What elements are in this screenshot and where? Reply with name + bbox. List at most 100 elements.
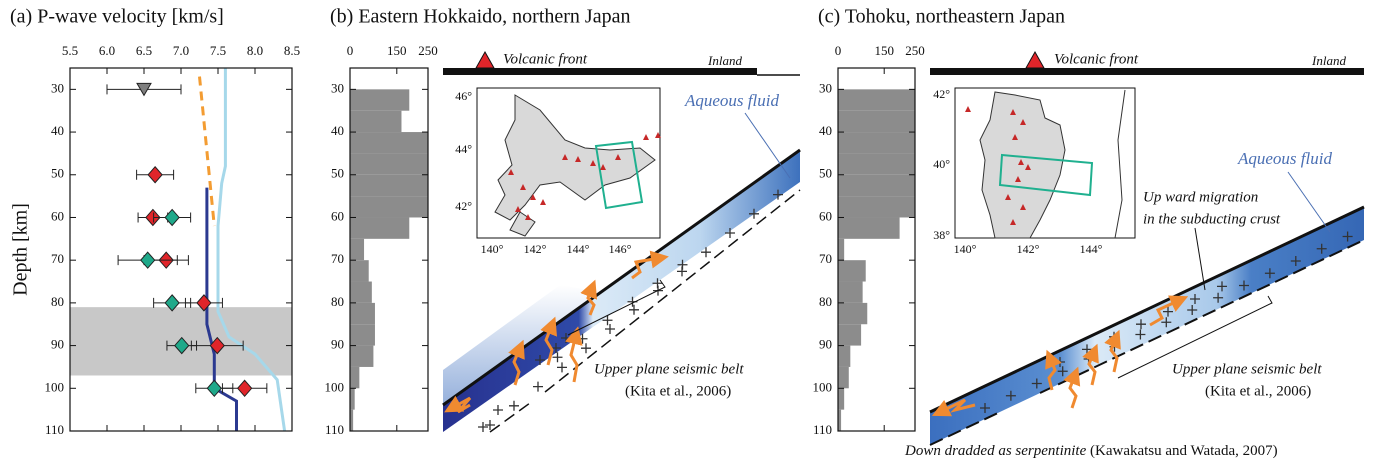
y-tick-label: 30 bbox=[51, 80, 64, 95]
y-tick-label: 80 bbox=[819, 294, 832, 309]
label: Volcanic front bbox=[1054, 51, 1139, 67]
chart: 015025030405060708090100110 bbox=[813, 43, 925, 437]
histogram-bar bbox=[350, 303, 375, 324]
pointer bbox=[1195, 228, 1205, 290]
y-tick-label: 70 bbox=[819, 251, 832, 266]
histogram-bar bbox=[350, 196, 428, 217]
histogram-bar bbox=[838, 175, 915, 196]
lon-label: 140° bbox=[954, 242, 977, 256]
histogram-bar bbox=[350, 388, 355, 409]
data-point bbox=[207, 380, 221, 396]
y-tick-label: 50 bbox=[331, 166, 344, 181]
panel-title: (b) Eastern Hokkaido, northern Japan bbox=[330, 6, 630, 28]
histogram-bar bbox=[838, 196, 915, 217]
y-tick-label: 60 bbox=[331, 208, 344, 223]
histogram-bar bbox=[350, 367, 359, 388]
y-tick-label: 100 bbox=[45, 379, 65, 394]
x-tick-label: 0 bbox=[347, 43, 354, 58]
lat-label: 46° bbox=[455, 89, 472, 103]
y-tick-label: 60 bbox=[51, 208, 64, 223]
y-tick-label: 70 bbox=[331, 251, 344, 266]
lon-label: 140° bbox=[481, 242, 504, 256]
y-axis-label: Depth [km] bbox=[10, 203, 32, 296]
lat-label: 44° bbox=[455, 142, 472, 156]
label: Upper plane seismic belt bbox=[594, 361, 744, 377]
label: Down dradded as serpentinite (Kawakatsu … bbox=[904, 443, 1278, 459]
label: Down dradded as serpentinite bbox=[904, 443, 1087, 459]
x-tick-label: 7.5 bbox=[210, 43, 226, 58]
x-tick-label: 150 bbox=[874, 43, 894, 58]
x-tick-label: 8.0 bbox=[247, 43, 263, 58]
y-tick-label: 70 bbox=[51, 251, 64, 266]
x-tick-label: 6.0 bbox=[99, 43, 115, 58]
histogram-bar bbox=[838, 303, 867, 324]
y-tick-label: 50 bbox=[51, 166, 64, 181]
label: Inland bbox=[707, 53, 742, 68]
x-tick-label: 8.5 bbox=[284, 43, 300, 58]
y-tick-label: 90 bbox=[51, 337, 64, 352]
label: Up ward migration bbox=[1143, 189, 1258, 205]
histogram-bar bbox=[838, 346, 850, 367]
y-tick-label: 80 bbox=[51, 294, 64, 309]
volcano bbox=[476, 52, 494, 68]
x-tick-label: 7.0 bbox=[173, 43, 189, 58]
x-tick-label: 250 bbox=[418, 43, 438, 58]
x-tick-label: 5.5 bbox=[62, 43, 78, 58]
lon-label: 144° bbox=[567, 242, 590, 256]
pointer bbox=[1288, 172, 1330, 232]
x-tick-label: 6.5 bbox=[136, 43, 152, 58]
x-tick-label: 250 bbox=[905, 43, 925, 58]
label: (Kita et al., 2006) bbox=[1205, 383, 1311, 399]
y-tick-label: 30 bbox=[331, 80, 344, 95]
data-point bbox=[165, 209, 179, 225]
histogram-bar bbox=[350, 153, 428, 174]
histogram-bar bbox=[838, 89, 915, 110]
x-tick-label: 0 bbox=[835, 43, 842, 58]
histogram-bar bbox=[838, 132, 915, 153]
y-tick-label: 110 bbox=[325, 422, 344, 437]
lat-label: 42° bbox=[455, 199, 472, 213]
slab bbox=[930, 207, 1364, 445]
chart-title: (a) P-wave velocity [km/s] bbox=[10, 6, 224, 28]
label: Volcanic front bbox=[503, 51, 588, 67]
histogram-bar bbox=[838, 324, 861, 345]
page: (b) Eastern Hokkaido, northern Japan Vol… bbox=[0, 0, 1374, 463]
y-tick-label: 40 bbox=[331, 123, 344, 138]
histogram-bar bbox=[838, 367, 849, 388]
histogram-bar bbox=[350, 175, 428, 196]
inset-map: 42° 40° 38° 140° 142° 144° bbox=[933, 87, 1135, 256]
histogram-bar bbox=[350, 89, 409, 110]
plot-frame bbox=[70, 68, 292, 431]
y-tick-label: 90 bbox=[331, 337, 344, 352]
histogram-bar bbox=[838, 111, 915, 132]
histogram-bar bbox=[350, 324, 375, 345]
histogram-bar bbox=[838, 153, 915, 174]
y-tick-label: 80 bbox=[331, 294, 344, 309]
lon-label: 142° bbox=[1017, 242, 1040, 256]
histogram-bar bbox=[838, 388, 844, 409]
histogram-bar bbox=[350, 260, 369, 281]
volcano bbox=[1026, 52, 1044, 68]
label: Aqueous fluid bbox=[684, 91, 779, 110]
y-tick-label: 30 bbox=[819, 80, 832, 95]
y-tick-label: 50 bbox=[819, 166, 832, 181]
panel-title: (c) Tohoku, northeastern Japan bbox=[818, 6, 1065, 28]
label: Upper plane seismic belt bbox=[1172, 361, 1322, 377]
label: in the subducting crust bbox=[1143, 211, 1281, 227]
lat-label: 40° bbox=[933, 157, 950, 171]
profile-line bbox=[218, 68, 285, 431]
label: Inland bbox=[1311, 53, 1346, 68]
inset-map: 46° 44° 42° 140° 142° 144° 146° bbox=[455, 88, 661, 256]
y-tick-label: 90 bbox=[819, 337, 832, 352]
lon-label: 144° bbox=[1080, 242, 1103, 256]
y-tick-label: 40 bbox=[819, 123, 832, 138]
histogram-bar bbox=[838, 282, 863, 303]
pointer bbox=[745, 113, 790, 178]
lon-label: 142° bbox=[524, 242, 547, 256]
histogram-bar bbox=[838, 260, 866, 281]
histogram-bar bbox=[350, 282, 372, 303]
lat-label: 42° bbox=[933, 87, 950, 101]
label: (Kawakatsu and Watada, 2007) bbox=[1090, 443, 1278, 459]
data-point bbox=[238, 380, 252, 396]
histogram-bar bbox=[838, 217, 900, 238]
